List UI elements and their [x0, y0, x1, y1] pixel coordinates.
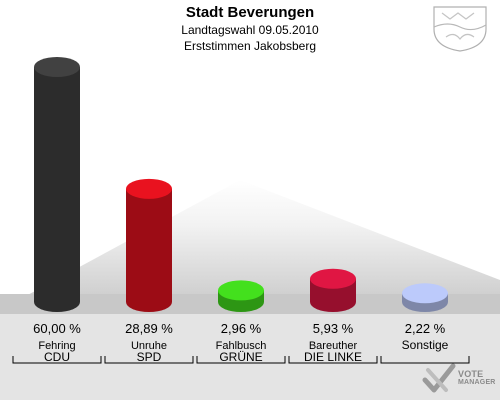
coat-of-arms-icon: [433, 6, 487, 52]
category-bracket-4: [380, 356, 470, 364]
logo-text-manager: MANAGER: [458, 379, 496, 386]
value-label-1: 28,89 %: [125, 321, 173, 336]
party-label-0: CDU: [44, 350, 70, 364]
candidate-label-1: Unruhe: [131, 340, 167, 352]
category-bracket-3: [288, 356, 378, 364]
chart-title: Stadt Beverungen: [185, 4, 315, 21]
category-bracket-1: [104, 356, 194, 364]
chart-subtitle-district: Erststimmen Jakobsberg: [183, 39, 317, 53]
category-bracket-2: [196, 356, 286, 364]
logo-text-vote: VOTE: [458, 369, 484, 379]
bar-1: [126, 188, 172, 312]
bar-top-0: [34, 57, 80, 77]
value-label-4: 2,22 %: [405, 321, 446, 336]
chart-subtitle-election: Landtagswahl 09.05.2010: [181, 23, 319, 37]
candidate-label-3: Bareuther: [309, 340, 358, 352]
party-label-3: DIE LINKE: [304, 350, 362, 364]
value-label-0: 60,00 %: [33, 321, 81, 336]
vote-manager-logo: VOTE MANAGER: [422, 362, 498, 396]
bar-top-3: [310, 268, 356, 289]
value-label-3: 5,93 %: [313, 321, 354, 336]
value-label-2: 2,96 %: [221, 321, 262, 336]
party-label-4: Sonstige: [402, 338, 449, 352]
diagonal-backdrop: [0, 180, 500, 310]
party-label-1: SPD: [137, 350, 162, 364]
party-label-2: GRÜNE: [219, 350, 262, 364]
bar-top-4: [402, 283, 448, 304]
checkmark-icon: [422, 363, 456, 393]
bar-top-1: [126, 178, 172, 199]
candidate-label-2: Fahlbusch: [216, 340, 267, 352]
candidate-label-0: Fehring: [38, 340, 75, 352]
category-bracket-0: [12, 356, 102, 364]
bar-0: [34, 67, 80, 312]
bar-top-2: [218, 280, 264, 301]
floor-shadow: [0, 310, 500, 400]
